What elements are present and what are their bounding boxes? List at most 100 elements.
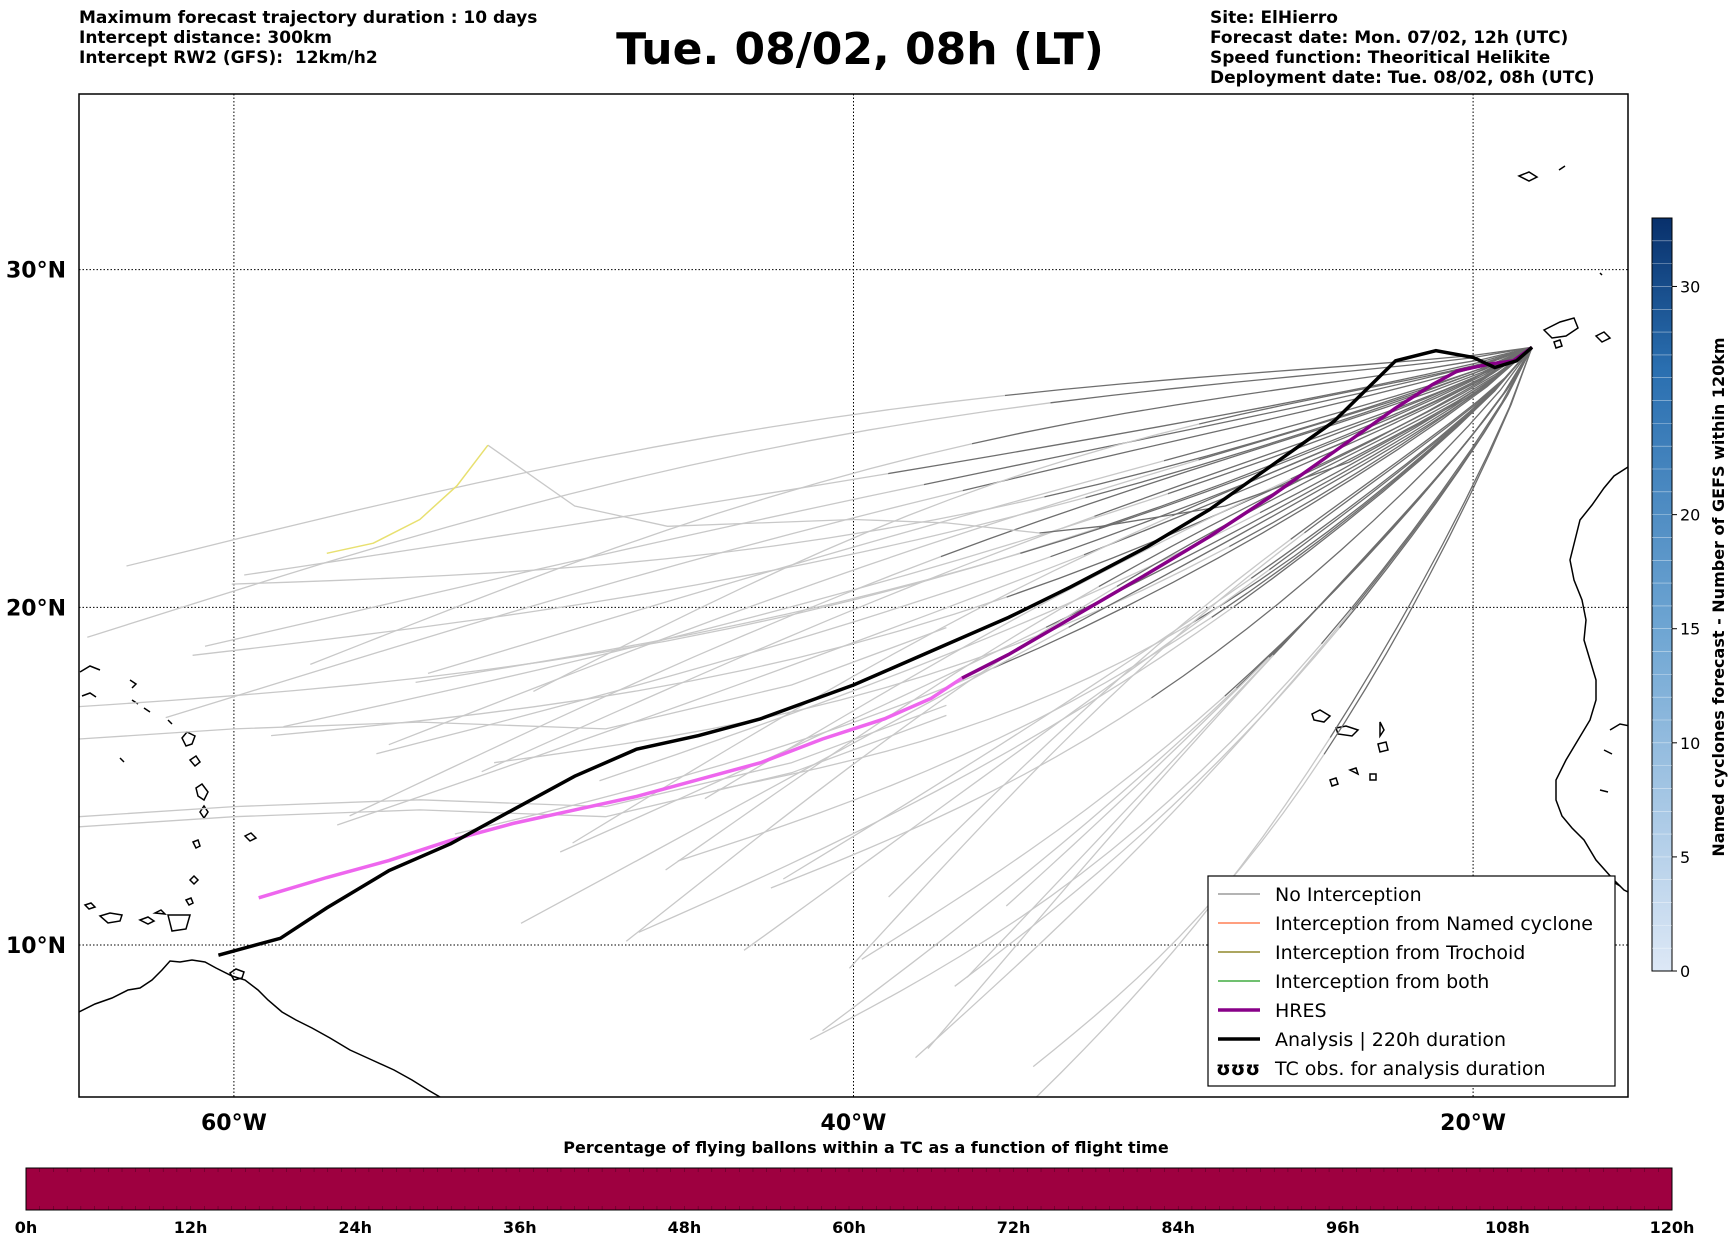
cyclone-symbol-icon: ʊʊʊ — [1216, 1058, 1260, 1080]
coast-west-africa — [1555, 466, 1628, 893]
header-right-info: Site: ElHierro Forecast date: Mon. 07/02,… — [1210, 8, 1595, 88]
ensemble-track-far — [848, 532, 1305, 969]
ensemble-track-far — [454, 667, 994, 835]
ensemble-track-near — [962, 346, 1533, 492]
ensemble-track-near — [923, 346, 1533, 486]
coast-lesser-antilles — [79, 665, 258, 906]
lon-tick-label: 20°W — [1440, 1111, 1506, 1136]
colorbar-tick-label: 0 — [1680, 962, 1690, 981]
ensemble-track-near — [1320, 346, 1533, 645]
coast-south-america — [79, 959, 441, 1097]
ensemble-track-far — [1032, 753, 1325, 1068]
bottom-colorbar: Percentage of flying ballons within a TC… — [15, 1138, 1695, 1237]
lat-tick-label: 20°N — [6, 596, 66, 621]
ensemble-track-far — [310, 443, 973, 666]
ensemble-track-near — [1004, 346, 1533, 397]
ensemble-track-near — [1020, 346, 1533, 555]
colorbar-tick-label: 20 — [1680, 506, 1700, 525]
ensemble-track-near — [1083, 346, 1533, 556]
legend-label: HRES — [1275, 1000, 1327, 1022]
ensemble-track-far — [126, 394, 1005, 567]
bottom-colorbar-tick-label: 120h — [1650, 1218, 1695, 1237]
colorbar-tick-label: 30 — [1680, 277, 1700, 296]
latitude-tick-labels: 10°N 20°N 30°N — [6, 259, 66, 959]
ensemble-track-near — [1290, 346, 1533, 540]
bottom-colorbar-tick-label: 24h — [338, 1218, 372, 1237]
ensemble-track-far — [231, 496, 1045, 585]
ensemble-track-far — [743, 569, 1270, 951]
legend-label: Interception from Named cyclone — [1275, 913, 1593, 935]
right-colorbar-ticks: 0 5 10 15 20 30 — [1652, 240, 1700, 981]
site-text: Site: ElHierro — [1210, 8, 1338, 28]
ensemble-track-near — [1050, 346, 1533, 404]
ensemble-track-near — [1094, 346, 1533, 517]
legend-label: TC obs. for analysis duration — [1274, 1058, 1546, 1080]
highlight-track — [326, 444, 489, 555]
ensemble-track-far — [822, 687, 1237, 1032]
ensemble-track-far — [481, 515, 1095, 773]
lat-tick-label: 10°N — [6, 934, 66, 959]
legend-box — [1207, 875, 1616, 1087]
legend: No Interception Interception from Named c… — [1207, 875, 1616, 1087]
map-area[interactable]: 10°N 20°N 30°N 60°W 40°W 20°W — [6, 93, 1630, 1138]
lon-tick-label: 40°W — [821, 1111, 887, 1136]
page-title: Tue. 08/02, 08h (LT) — [616, 24, 1104, 75]
colorbar-tick-label: 10 — [1680, 734, 1700, 753]
longitude-tick-labels: 60°W 40°W 20°W — [201, 1111, 1506, 1136]
ensemble-track-far — [809, 643, 1322, 1041]
legend-label: Analysis | 220h duration — [1275, 1029, 1506, 1051]
ensemble-track-far — [244, 472, 889, 576]
right-colorbar-gradient — [1651, 217, 1673, 972]
ensemble-track-near — [993, 346, 1533, 669]
ensemble-track-far — [717, 622, 1193, 791]
colorbar-tick-label: 5 — [1680, 848, 1690, 867]
forecast-date-text: Forecast date: Mon. 07/02, 12h (UTC) — [1210, 28, 1569, 48]
bottom-colorbar-tick-label: 0h — [15, 1218, 38, 1237]
bottom-colorbar-tick-label: 108h — [1485, 1218, 1530, 1237]
analysis-track — [217, 345, 1534, 957]
ensemble-track-far — [1035, 737, 1331, 1097]
western-track — [79, 704, 947, 818]
max-duration-text: Maximum forecast trajectory duration : 1… — [79, 8, 538, 28]
header-left-info: Maximum forecast trajectory duration : 1… — [79, 8, 537, 68]
intercept-rw2-text: Intercept RW2 (GFS): 12km/h2 — [79, 48, 378, 68]
ensemble-track-far — [165, 489, 963, 719]
ensemble-track-near — [1268, 346, 1533, 571]
main-tracks — [217, 345, 1534, 957]
ensemble-track-near — [940, 346, 1533, 558]
graticule — [79, 94, 1628, 1097]
legend-label: No Interception — [1275, 884, 1422, 906]
ensemble-track-near — [1329, 347, 1533, 738]
coast-west-africa-inlets — [1599, 723, 1628, 887]
legend-label: Interception from Trochoid — [1275, 942, 1525, 964]
ensemble-track-near — [1338, 347, 1533, 629]
ensemble-track-far — [336, 554, 1085, 826]
coastlines — [79, 165, 1628, 1097]
ensemble-track-far — [861, 695, 1226, 960]
ensemble-track-near — [1233, 346, 1533, 608]
ensemble-track-near — [1098, 346, 1533, 588]
ensemble-track-far — [572, 515, 1173, 844]
bottom-colorbar-tick-label: 96h — [1326, 1218, 1360, 1237]
ensemble-track-near — [1290, 346, 1533, 480]
ensemble-track-near — [1116, 346, 1533, 587]
intercept-distance-text: Intercept distance: 300km — [79, 28, 332, 48]
ensemble-track-far — [520, 626, 1069, 924]
legend-label: Interception from both — [1275, 971, 1489, 993]
ensemble-track-far — [533, 423, 1200, 692]
ensemble-track-far — [770, 697, 1152, 889]
ensemble-track-near — [1323, 347, 1533, 755]
ensemble-track-far — [966, 654, 1274, 978]
map-frame — [78, 93, 1629, 1098]
coast-trinidad — [229, 968, 245, 981]
ensemble-track-far — [192, 496, 1086, 656]
ensemble-track-near — [1250, 346, 1533, 579]
right-colorbar: 0 5 10 15 20 30 Named cyclones forecast - Num… — [1651, 217, 1728, 981]
ensemble-track-near — [1268, 346, 1533, 658]
bottom-colorbar-tick-label: 48h — [668, 1218, 702, 1237]
coast-caribbean-islands — [83, 902, 191, 932]
ensemble-track-far — [388, 459, 1199, 746]
hres-track-tail — [258, 676, 963, 900]
western-track — [79, 714, 947, 828]
